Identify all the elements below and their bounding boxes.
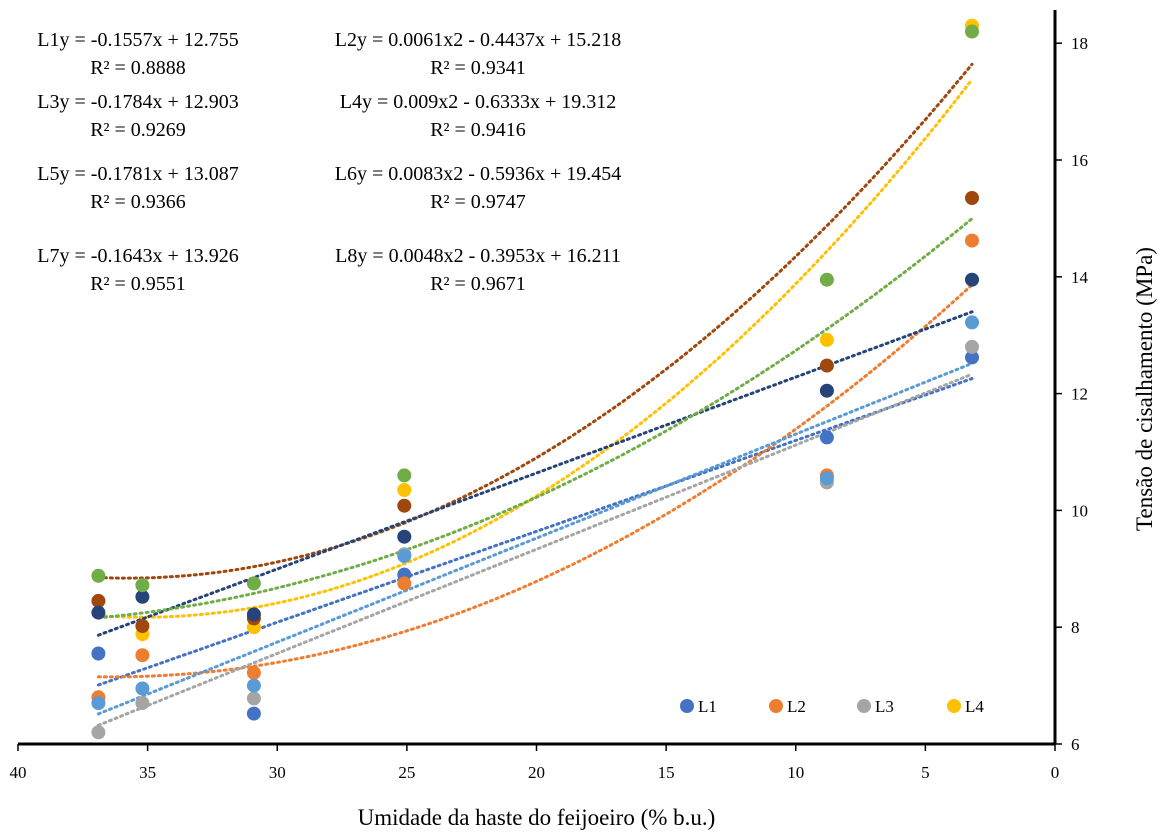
legend-label-l3: L3 <box>875 697 894 716</box>
point-l4 <box>397 483 412 497</box>
point-l6 <box>965 191 979 205</box>
axes-layer: 40 35 30 25 20 15 10 5 06 8 10 12 14 16 18 Umidade da h… <box>10 10 1157 830</box>
r-squared-l4: R² = 0.9416 <box>430 119 526 141</box>
equation-l2: L2y = 0.0061x2 - 0.4437x + 15.218 <box>335 29 621 51</box>
r-squared-l3: R² = 0.9269 <box>90 119 186 141</box>
x-tick-label: 5 <box>921 763 930 782</box>
x-tick-label: 10 <box>787 763 804 782</box>
point-l2 <box>246 665 261 680</box>
x-axis-title: Umidade da haste do feijoeiro (% b.u.) <box>358 805 716 830</box>
point-l5 <box>135 681 150 696</box>
y-tick-label: 6 <box>1071 735 1080 754</box>
point-l3 <box>91 725 106 740</box>
equation-l8: L8y = 0.0048x2 - 0.3953x + 16.211 <box>335 245 621 267</box>
point-l6 <box>397 498 412 513</box>
y-tick-label: 8 <box>1071 618 1080 637</box>
point-l2 <box>965 233 979 248</box>
point-l1 <box>819 430 834 445</box>
point-l2 <box>397 576 412 591</box>
equation-l1: L1y = -0.1557x + 12.755 <box>37 29 238 51</box>
x-tick-label: 40 <box>10 763 27 782</box>
point-l3 <box>135 696 150 711</box>
point-l7 <box>397 529 412 544</box>
point-l5 <box>246 678 261 693</box>
point-l6 <box>819 358 834 373</box>
point-l2 <box>135 648 150 663</box>
equation-l7: L7y = -0.1643x + 13.926 <box>37 245 238 267</box>
trendline-l5 <box>96 361 974 716</box>
point-l5 <box>965 315 979 330</box>
x-tick-label: 15 <box>658 763 675 782</box>
trendline-l4 <box>96 78 974 619</box>
equation-l3: L3y = -0.1784x + 12.903 <box>37 91 238 113</box>
point-l3 <box>965 339 979 354</box>
x-tick-label: 0 <box>1051 763 1060 782</box>
x-tick-label: 35 <box>139 763 156 782</box>
point-l7 <box>135 589 150 604</box>
y-tick-label: 10 <box>1071 501 1088 520</box>
x-tick-label: 30 <box>269 763 286 782</box>
point-l7 <box>91 605 106 620</box>
legend-label-l2: L2 <box>787 697 806 716</box>
equation-l6: L6y = 0.0083x2 - 0.5936x + 19.454 <box>335 163 621 185</box>
legend-marker-l4 <box>947 699 961 713</box>
point-l4 <box>819 332 834 347</box>
point-l5 <box>91 696 106 711</box>
r-squared-l7: R² = 0.9551 <box>90 273 186 295</box>
legend-marker-l1 <box>680 699 694 713</box>
trendline-l2 <box>96 283 974 679</box>
r-squared-l6: R² = 0.9747 <box>430 191 526 213</box>
trendline-l8 <box>96 217 974 620</box>
r-squared-l1: R² = 0.8888 <box>90 57 186 79</box>
legend-marker-l2 <box>769 699 783 713</box>
equation-l5: L5y = -0.1781x + 13.087 <box>37 163 238 185</box>
y-axis-title: Tensão de cisalhamento (MPa) <box>1132 247 1157 531</box>
point-l8 <box>965 24 979 39</box>
point-l7 <box>246 607 261 622</box>
trendline-l7 <box>96 310 974 637</box>
r-squared-l5: R² = 0.9366 <box>90 191 186 213</box>
point-l7 <box>965 272 979 287</box>
point-l8 <box>246 576 261 591</box>
point-l3 <box>246 691 261 706</box>
point-l8 <box>397 468 412 483</box>
legend: L1 L2 L3 L4 <box>680 697 984 716</box>
trendline-l1 <box>96 377 974 687</box>
y-tick-label: 18 <box>1071 34 1088 53</box>
x-tick-label: 20 <box>528 763 545 782</box>
point-l8 <box>819 272 834 287</box>
r-squared-l8: R² = 0.9671 <box>430 273 526 295</box>
point-l5 <box>397 549 412 563</box>
y-tick-label: 14 <box>1071 268 1089 287</box>
trendline-l6 <box>96 62 974 580</box>
equations-layer: L1y = -0.1557x + 12.755 R² = 0.8888 L2y = … <box>37 29 621 295</box>
point-l8 <box>135 578 150 593</box>
points-layer <box>91 18 979 740</box>
point-l6 <box>91 593 106 608</box>
point-l8 <box>91 568 106 583</box>
equation-l4: L4y = 0.009x2 - 0.6333x + 19.312 <box>340 91 616 113</box>
point-l5 <box>819 471 834 486</box>
point-l6 <box>135 619 150 633</box>
y-tick-label: 16 <box>1071 151 1088 170</box>
legend-marker-l3 <box>857 699 871 713</box>
point-l7 <box>819 383 834 398</box>
point-l1 <box>91 646 106 661</box>
legend-label-l1: L1 <box>698 697 717 716</box>
x-tick-label: 25 <box>398 763 415 782</box>
legend-label-l4: L4 <box>965 697 984 716</box>
point-l1 <box>246 706 261 721</box>
point-l1 <box>965 350 979 365</box>
r-squared-l2: R² = 0.9341 <box>430 57 526 79</box>
trendline-l3 <box>96 372 974 727</box>
y-tick-label: 12 <box>1071 385 1088 404</box>
